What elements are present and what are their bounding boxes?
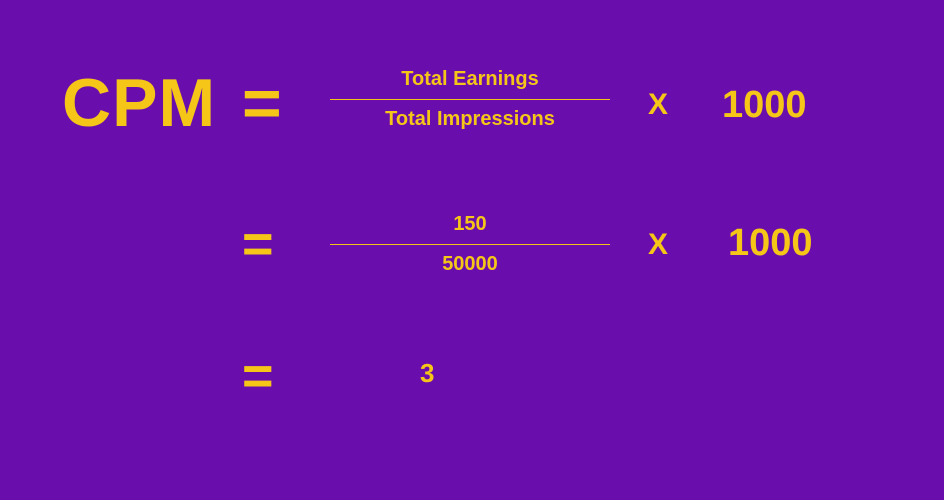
denominator-value: 50000 (442, 245, 498, 284)
result-value: 3 (420, 358, 434, 389)
numerator-value: 150 (453, 205, 486, 244)
multiplier-2: 1000 (728, 222, 813, 265)
equals-sign-2: = (242, 213, 274, 275)
equals-sign-3: = (242, 345, 274, 407)
fraction-formula: Total Earnings Total Impressions (330, 60, 610, 139)
multiplier-1: 1000 (722, 84, 807, 127)
formula-canvas: CPM = Total Earnings Total Impressions X… (0, 0, 944, 500)
multiply-sign-1: X (648, 88, 668, 122)
denominator-label: Total Impressions (385, 100, 555, 139)
cpm-label: CPM (62, 64, 216, 142)
numerator-label: Total Earnings (401, 60, 538, 99)
fraction-values: 150 50000 (330, 205, 610, 284)
equals-sign-1: = (242, 64, 282, 142)
multiply-sign-2: X (648, 228, 668, 262)
